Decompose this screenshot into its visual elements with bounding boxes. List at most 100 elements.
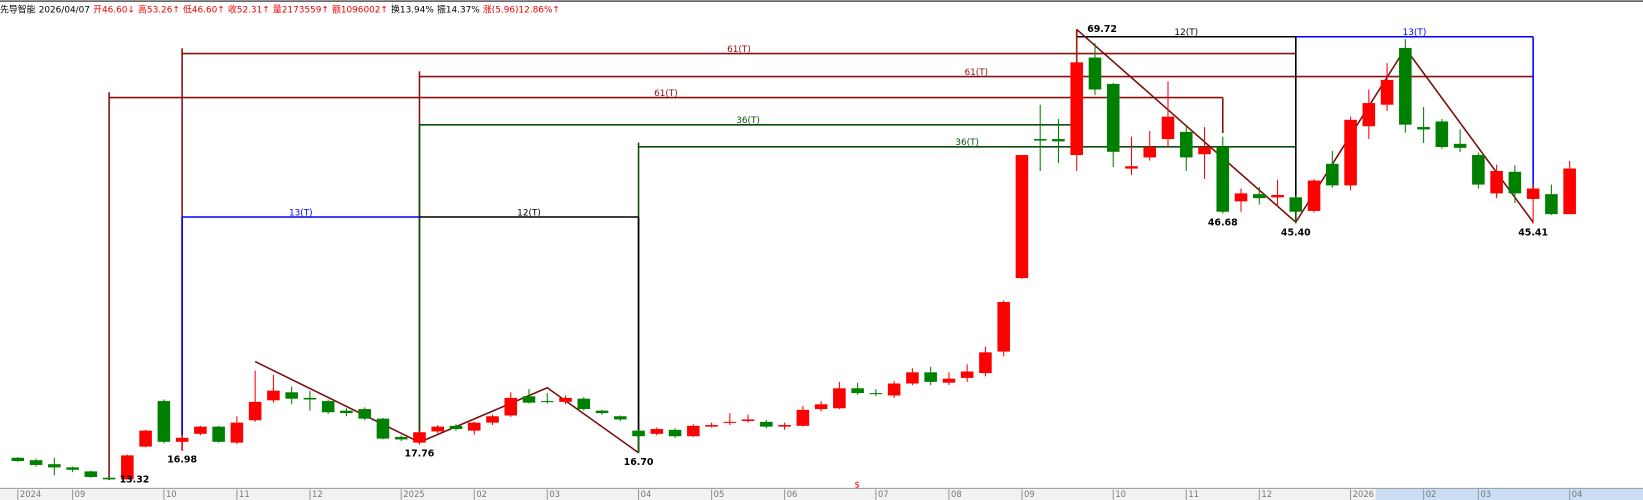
candle-body bbox=[960, 371, 974, 378]
zigzag-line bbox=[254, 360, 640, 454]
candle-body bbox=[559, 397, 572, 402]
candle-body bbox=[29, 460, 43, 465]
candle-body bbox=[1508, 171, 1522, 194]
candle-body bbox=[1106, 83, 1120, 152]
candle-body bbox=[814, 404, 828, 410]
candle-body bbox=[833, 388, 846, 409]
candle-body bbox=[1453, 143, 1467, 148]
candle-body bbox=[1252, 194, 1266, 199]
candle-body bbox=[723, 421, 737, 423]
candle-body bbox=[1161, 116, 1175, 140]
header: 先导智能 2026/04/07 开46.60↓ 高53.26↑ 低46.60↑ 收52.3… bbox=[0, 3, 560, 15]
low-label: 46.68 bbox=[1208, 217, 1238, 228]
annotation-label: 12(T) bbox=[1174, 28, 1198, 38]
header-field: 高53.26↑ bbox=[138, 3, 180, 15]
x-tick-label: 2025 bbox=[403, 489, 424, 499]
candle-body bbox=[358, 409, 371, 419]
annotation-label: 13(T) bbox=[289, 208, 313, 218]
x-tick-label: 02 bbox=[1426, 489, 1437, 499]
candle-body bbox=[979, 352, 992, 374]
candle-body bbox=[121, 455, 134, 480]
header-field: 低46.60↑ bbox=[183, 3, 225, 15]
candle-body bbox=[522, 396, 536, 403]
candle-body bbox=[431, 426, 445, 432]
candle-body bbox=[1216, 147, 1230, 212]
x-tick-label: 04 bbox=[1572, 489, 1583, 499]
candle-body bbox=[1143, 147, 1157, 158]
candle-body bbox=[741, 419, 755, 422]
x-tick-label: 10 bbox=[1115, 489, 1126, 499]
candle-body bbox=[796, 409, 810, 426]
x-tick-label: 2024 bbox=[20, 489, 41, 499]
candle-body bbox=[1326, 163, 1339, 186]
low-label: 17.76 bbox=[405, 448, 435, 459]
annotation-label: 61(T) bbox=[727, 45, 751, 55]
candle-body bbox=[887, 383, 901, 396]
low-label: 45.40 bbox=[1281, 228, 1311, 239]
candle-body bbox=[449, 425, 463, 430]
candle-body bbox=[1307, 180, 1321, 211]
header-field: 振14.37% bbox=[437, 3, 480, 15]
candle-body bbox=[11, 457, 25, 461]
x-tick-label: 05 bbox=[714, 489, 725, 499]
marker: $ bbox=[854, 480, 859, 490]
candle-body bbox=[157, 401, 171, 442]
annotation-label: 61(T) bbox=[964, 68, 988, 78]
candle-body bbox=[869, 393, 883, 395]
candle-body bbox=[540, 401, 554, 403]
low-label: 45.41 bbox=[1518, 228, 1548, 239]
candles bbox=[11, 29, 1576, 480]
x-tick-label: 07 bbox=[878, 489, 889, 499]
candle-body bbox=[1033, 139, 1047, 141]
candle-body bbox=[924, 372, 937, 382]
candle-body bbox=[1052, 139, 1065, 142]
candle-body bbox=[1289, 197, 1303, 212]
x-tick-label: 12 bbox=[312, 489, 323, 499]
candle-body bbox=[1088, 57, 1102, 90]
x-tick-label: 04 bbox=[641, 489, 652, 499]
low-label: 16.70 bbox=[624, 457, 654, 468]
candle-body bbox=[632, 430, 645, 437]
candle-body bbox=[1344, 119, 1357, 186]
annotation-label: 61(T) bbox=[654, 89, 678, 99]
candle-body bbox=[467, 422, 481, 431]
candle-body bbox=[1070, 62, 1084, 156]
candle-body bbox=[194, 426, 207, 434]
candle-body bbox=[1472, 155, 1485, 185]
candle-body bbox=[486, 416, 499, 423]
candle-body bbox=[212, 426, 225, 442]
candle-body bbox=[230, 422, 244, 443]
candle-body bbox=[1362, 103, 1376, 127]
header-field: 涨(5.96)12.86%↑ bbox=[483, 4, 560, 15]
x-tick-label: 12 bbox=[1261, 489, 1272, 499]
candle-body bbox=[760, 421, 773, 427]
candle-body bbox=[139, 430, 152, 447]
high-label: 69.72 bbox=[1087, 24, 1117, 35]
candle-body bbox=[48, 464, 61, 468]
candle-body bbox=[84, 471, 98, 477]
candle-body bbox=[1563, 168, 1576, 215]
x-tick-label: 09 bbox=[75, 489, 86, 499]
header-field: 2026/04/07 bbox=[39, 5, 90, 15]
candle-body bbox=[1417, 127, 1430, 130]
candle-body bbox=[1380, 79, 1394, 105]
candle-body bbox=[1545, 194, 1558, 215]
annotation-label: 12(T) bbox=[517, 208, 541, 218]
candle-body bbox=[1399, 47, 1412, 125]
candle-body bbox=[1271, 194, 1284, 198]
candle-body bbox=[1234, 193, 1248, 202]
candle-body bbox=[102, 477, 116, 480]
x-tick-label: 11 bbox=[239, 489, 250, 499]
header-field: 额1096002↑ bbox=[332, 3, 388, 15]
x-tick-label: 03 bbox=[1480, 489, 1491, 499]
x-tick-label: 09 bbox=[1024, 489, 1035, 499]
candle-body bbox=[248, 401, 262, 421]
candle-body bbox=[668, 429, 682, 437]
candle-body bbox=[413, 432, 426, 443]
candle-body bbox=[1198, 147, 1211, 155]
candle-body bbox=[340, 410, 353, 414]
candle-body bbox=[504, 397, 518, 416]
candle-body bbox=[1179, 131, 1193, 158]
